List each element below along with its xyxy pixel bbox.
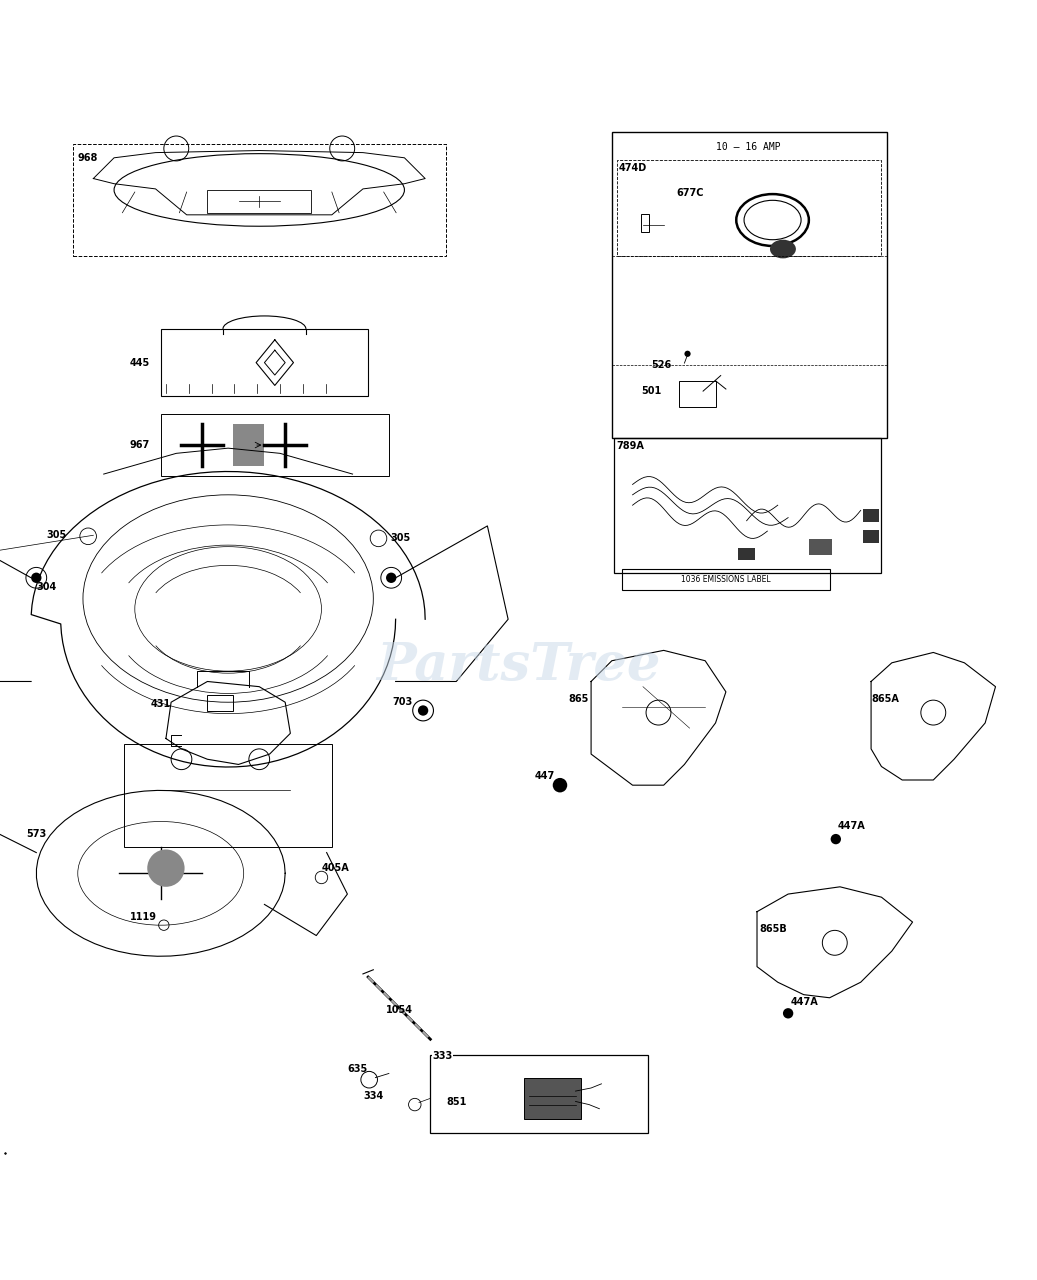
Text: 526: 526	[651, 360, 672, 370]
Text: 1054: 1054	[386, 1005, 413, 1015]
Text: 573: 573	[26, 829, 47, 838]
Bar	[73, 145, 446, 256]
Text: 865: 865	[568, 694, 589, 704]
Bar	[738, 548, 755, 561]
Text: 968: 968	[78, 152, 99, 163]
Text: 635: 635	[347, 1065, 368, 1074]
Bar	[614, 438, 881, 572]
Bar	[207, 695, 233, 710]
Circle shape	[418, 705, 428, 716]
Text: 865A: 865A	[871, 694, 899, 704]
Circle shape	[553, 778, 567, 792]
Text: 1119: 1119	[130, 911, 157, 922]
Circle shape	[783, 1009, 793, 1019]
Text: 447A: 447A	[838, 820, 866, 831]
Text: PartsTree: PartsTree	[376, 640, 661, 691]
Text: 677C: 677C	[676, 188, 704, 198]
Bar	[622, 570, 830, 590]
Text: 304: 304	[36, 582, 57, 593]
Text: 305: 305	[47, 530, 67, 540]
Circle shape	[31, 572, 41, 582]
Text: 334: 334	[363, 1092, 384, 1101]
Bar	[207, 189, 311, 212]
Text: 789A: 789A	[616, 440, 644, 451]
Bar	[617, 160, 881, 256]
Bar	[863, 509, 879, 522]
Text: 447A: 447A	[790, 997, 818, 1007]
Text: 333: 333	[432, 1051, 453, 1061]
Text: 703: 703	[392, 698, 413, 708]
Text: 445: 445	[130, 357, 150, 367]
Text: 474D: 474D	[619, 163, 647, 173]
Text: 865B: 865B	[759, 924, 787, 934]
Text: 967: 967	[130, 440, 150, 451]
Bar	[524, 1078, 581, 1119]
Circle shape	[147, 850, 185, 887]
Text: 1036 EMISSIONS LABEL: 1036 EMISSIONS LABEL	[681, 575, 770, 585]
Bar	[161, 413, 389, 476]
Ellipse shape	[769, 239, 795, 259]
Circle shape	[684, 351, 691, 357]
Text: 431: 431	[150, 699, 171, 709]
Text: 10 – 16 AMP: 10 – 16 AMP	[717, 142, 781, 152]
Bar	[679, 380, 716, 407]
Bar	[863, 530, 879, 543]
Circle shape	[831, 833, 841, 845]
Text: 305: 305	[390, 534, 411, 544]
Bar	[430, 1055, 648, 1133]
Text: 501: 501	[641, 387, 662, 397]
Text: 405A: 405A	[321, 863, 349, 873]
Bar	[233, 424, 264, 466]
Bar	[641, 214, 649, 233]
Circle shape	[386, 572, 396, 582]
Bar	[612, 132, 887, 438]
Bar	[809, 539, 832, 556]
Text: 851: 851	[446, 1097, 467, 1107]
Bar	[124, 744, 332, 847]
Bar	[161, 329, 368, 397]
Text: 447: 447	[535, 771, 556, 781]
